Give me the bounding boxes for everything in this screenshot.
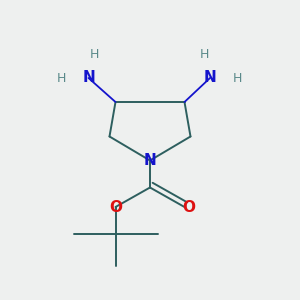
Text: O: O	[182, 200, 196, 214]
Text: H: H	[57, 71, 66, 85]
Text: N: N	[144, 153, 156, 168]
Text: H: H	[232, 71, 242, 85]
Text: O: O	[109, 200, 122, 214]
Text: N: N	[204, 70, 216, 86]
Text: N: N	[82, 70, 95, 86]
Text: H: H	[90, 47, 99, 61]
Text: H: H	[199, 47, 209, 61]
